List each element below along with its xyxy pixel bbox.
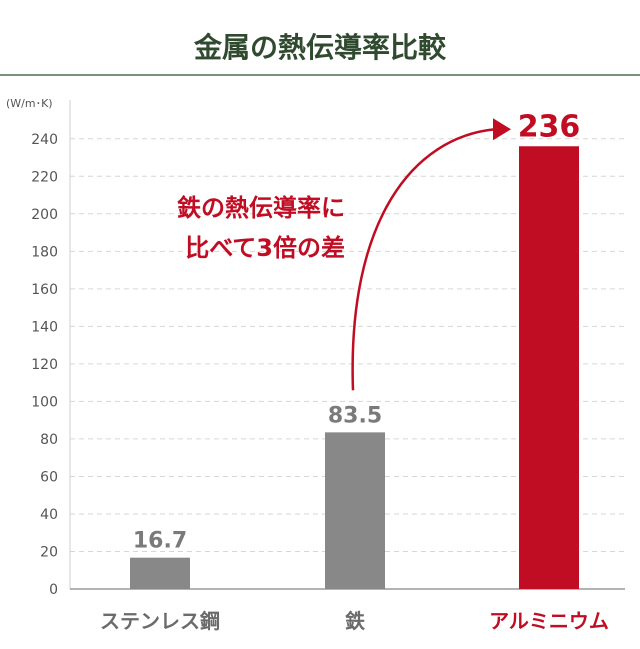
y-tick-labels: 0 20 40 60 80 100 120 140 160 180 200 220 240 <box>31 132 58 598</box>
y-tick-label: 80 <box>40 432 58 448</box>
y-axis-unit-label: (W/m･K) <box>6 97 53 110</box>
annotation: 鉄の熱伝導率に 比べて3倍の差 <box>177 118 511 391</box>
bar-1 <box>130 557 190 589</box>
annotation-arrowhead <box>493 118 511 141</box>
y-tick-label: 200 <box>31 207 58 223</box>
y-tick-label: 0 <box>49 582 58 598</box>
y-tick-label: 220 <box>31 169 58 185</box>
y-tick-label: 100 <box>31 394 58 410</box>
y-tick-label: 20 <box>40 544 58 560</box>
y-tick-label: 240 <box>31 132 58 148</box>
bar-2 <box>325 432 385 589</box>
chart-title: 金属の熱伝導率比較 <box>193 31 447 64</box>
annotation-line-2: 比べて3倍の差 <box>185 234 345 262</box>
y-tick-label: 120 <box>31 357 58 373</box>
annotation-line-1: 鉄の熱伝導率に <box>177 194 345 222</box>
value-label-1: 16.7 <box>133 529 187 554</box>
bar-3 <box>519 146 579 589</box>
value-label-2: 83.5 <box>328 403 382 428</box>
annotation-arrow <box>351 128 496 391</box>
y-tick-label: 140 <box>31 319 58 335</box>
y-tick-label: 60 <box>40 469 58 485</box>
value-label-3: 236 <box>518 109 581 144</box>
x-tick-labels: ステンレス鋼 鉄 アルミニウム <box>100 609 609 633</box>
y-tick-label: 160 <box>31 282 58 298</box>
x-tick-label-2: 鉄 <box>345 609 365 633</box>
y-tick-label: 40 <box>40 507 58 523</box>
y-tick-label: 180 <box>31 244 58 260</box>
bars <box>130 146 579 589</box>
value-labels: 16.7 83.5 236 <box>133 109 580 553</box>
x-tick-label-1: ステンレス鋼 <box>100 609 220 633</box>
x-tick-label-3: アルミニウム <box>489 609 609 633</box>
